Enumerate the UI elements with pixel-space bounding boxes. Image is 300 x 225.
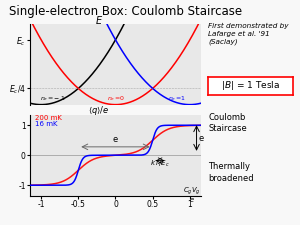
Text: $\frac{C_g V_g}{e}$: $\frac{C_g V_g}{e}$ — [183, 186, 201, 205]
Text: e: e — [113, 135, 118, 144]
Text: e: e — [199, 134, 204, 143]
Text: Coulomb
Staircase: Coulomb Staircase — [208, 112, 247, 133]
Text: $n_e\!=\!-1$: $n_e\!=\!-1$ — [40, 94, 65, 103]
Text: 16 mK: 16 mK — [35, 121, 58, 127]
Text: $n_e\!=\!0$: $n_e\!=\!0$ — [106, 94, 124, 103]
Text: Thermally
broadened: Thermally broadened — [208, 162, 254, 183]
Text: $|B|$ = 1 Tesla: $|B|$ = 1 Tesla — [221, 79, 280, 92]
Text: First demonstrated by
Lafarge et al. '91
(Saclay): First demonstrated by Lafarge et al. '91… — [208, 22, 289, 45]
Text: $kT/E_c$: $kT/E_c$ — [150, 159, 170, 169]
Text: $E$: $E$ — [95, 14, 103, 26]
Text: 200 mK: 200 mK — [35, 115, 62, 121]
Text: $\langle q\rangle/e$: $\langle q\rangle/e$ — [88, 104, 110, 117]
Text: $n_e\!=\!1$: $n_e\!=\!1$ — [167, 94, 185, 103]
Text: Single-electron Box: Coulomb Staircase: Single-electron Box: Coulomb Staircase — [9, 4, 243, 18]
